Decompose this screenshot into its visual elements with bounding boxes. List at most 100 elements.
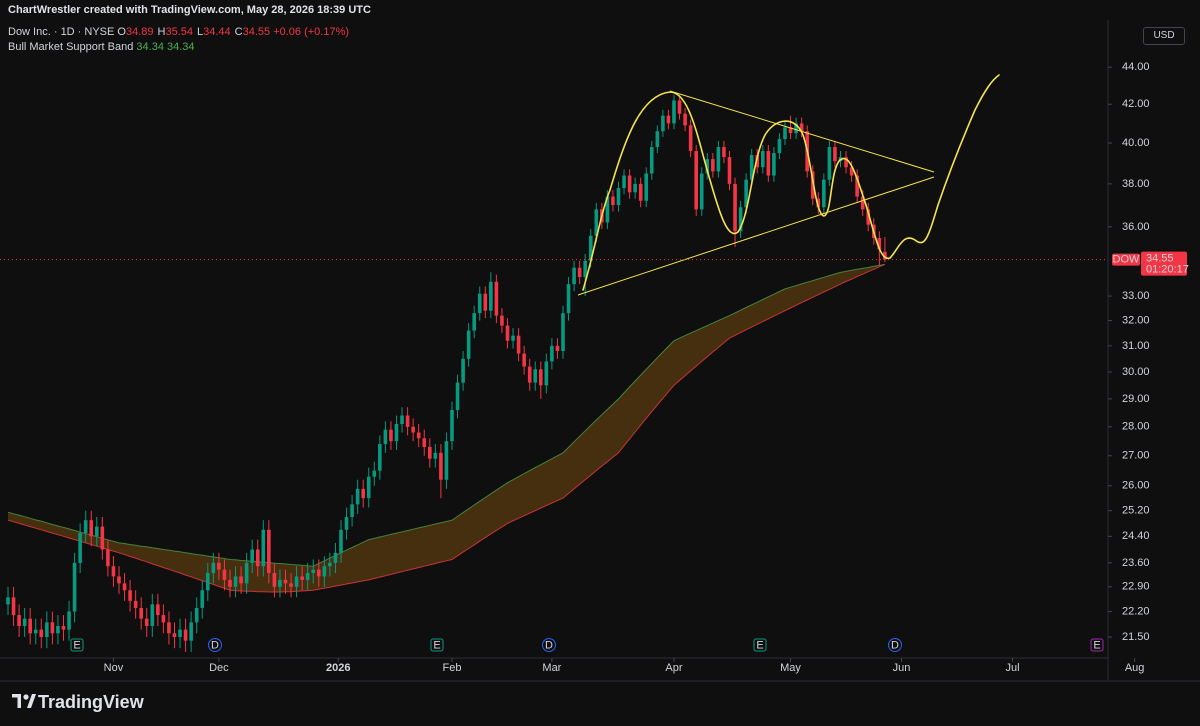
y-tick-label: 29.00 [1122, 393, 1150, 405]
event-label: E [756, 639, 763, 651]
candle-body [605, 196, 610, 223]
candle-body [194, 607, 199, 623]
event-label: E [433, 639, 440, 651]
candle-body [261, 529, 266, 567]
forecast-curve [582, 74, 1000, 291]
x-tick-label: Dec [209, 662, 229, 674]
candle-body [405, 415, 410, 427]
candle-body [583, 260, 587, 278]
candle-body [550, 345, 554, 362]
candle-body [117, 576, 121, 584]
candle-body [722, 147, 726, 158]
candle-body [383, 429, 388, 445]
x-tick-label: Feb [443, 662, 462, 674]
band-name: Bull Market Support Band [8, 41, 134, 53]
annotations [577, 74, 1000, 296]
candle-body [289, 583, 293, 587]
candle-body [494, 281, 499, 316]
candle-body [150, 604, 155, 626]
symbol-tag: DOW [1113, 253, 1141, 265]
ohlc-value: 34.55 [242, 26, 271, 38]
candle-body [172, 633, 177, 638]
y-tick-label: 22.90 [1122, 581, 1150, 593]
y-tick-label: 23.60 [1122, 557, 1150, 569]
candle-body [222, 569, 227, 580]
candle-body [328, 562, 332, 567]
candle-body [694, 151, 698, 210]
brand: TradingView [38, 692, 144, 712]
symbol-title: Dow Inc. · 1D · NYSE [8, 26, 115, 38]
candle-body [56, 625, 60, 634]
candle-body [45, 622, 49, 638]
candle-body [100, 526, 105, 550]
logo-part [27, 694, 36, 708]
candle-body [783, 127, 787, 140]
candle-body [489, 281, 493, 311]
candle-body [655, 131, 660, 148]
candle-body [333, 552, 338, 563]
y-tick-label: 32.00 [1122, 314, 1150, 326]
candle-body [372, 470, 377, 477]
candle-body [167, 622, 171, 634]
candle-body [627, 175, 632, 193]
x-tick-label: May [780, 662, 801, 674]
candle-body [294, 576, 299, 587]
y-tick-label: 31.00 [1122, 340, 1150, 352]
candle-body [250, 549, 254, 563]
currency-button[interactable]: USD [1143, 27, 1185, 45]
candle-body [794, 123, 798, 134]
candle-body [283, 579, 288, 584]
candle-body [439, 452, 443, 480]
candle-body [355, 488, 360, 505]
event-icon [753, 638, 767, 652]
candle-body [78, 533, 82, 563]
candle-body [61, 625, 66, 630]
candle-body [883, 251, 887, 260]
candle-body [611, 196, 615, 206]
y-tick-label: 44.00 [1122, 61, 1150, 73]
band-lower [7, 263, 886, 593]
candle-body [72, 562, 77, 612]
candle-body [511, 335, 515, 341]
candle-body [522, 353, 526, 367]
candle-body [544, 361, 549, 386]
candle-body [833, 147, 837, 162]
ohlc-label: L [197, 26, 204, 38]
candle-body [716, 147, 721, 172]
event-icon [430, 638, 444, 652]
ohlc-value: 34.89 [125, 26, 154, 38]
candle-body [799, 123, 804, 132]
candle-body [849, 167, 854, 176]
candle-body [233, 576, 238, 587]
y-tick-label: 21.50 [1122, 631, 1150, 643]
candle-body [561, 313, 565, 351]
band-upper [7, 263, 885, 567]
candle-body [572, 267, 576, 285]
candle-body [472, 313, 476, 331]
countdown: 01:20:17 [1146, 263, 1189, 275]
candle-body [860, 196, 865, 210]
y-tick-label: 26.00 [1122, 480, 1150, 492]
event-icon [1090, 638, 1104, 652]
candle-body [17, 615, 21, 626]
candle-body [106, 549, 110, 567]
candle-body [344, 517, 349, 530]
candle-body [577, 267, 582, 278]
y-tick-label: 42.00 [1122, 98, 1150, 110]
candle-body [555, 345, 560, 351]
candle-body [816, 198, 821, 208]
x-tick-label: Jun [893, 662, 911, 674]
candle-body [649, 147, 654, 174]
price-tag: 34.55 [1146, 252, 1174, 264]
candle-body [244, 562, 249, 584]
candle-body [400, 415, 404, 424]
candle-body [827, 147, 832, 180]
candle-body [211, 562, 216, 574]
candle-body [738, 207, 743, 232]
candle-body [139, 607, 143, 619]
candle-body [661, 115, 665, 132]
ohlc-label: H [157, 26, 166, 38]
x-tick-label: Aug [1125, 662, 1145, 674]
candle-body [500, 315, 504, 326]
